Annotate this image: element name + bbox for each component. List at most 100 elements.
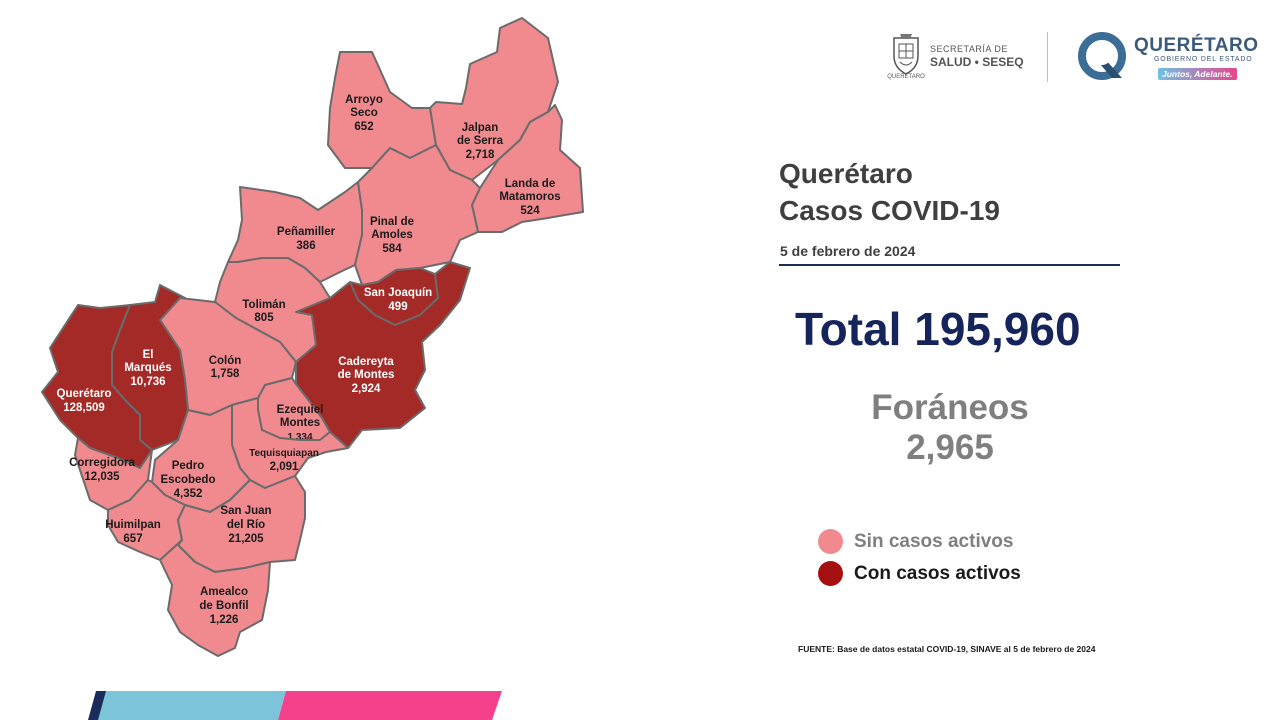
municipality-label: Ezequiel Montes 1,334 bbox=[277, 404, 324, 443]
municipality-label: Querétaro 128,509 bbox=[57, 388, 112, 414]
municipality-label: Landa de Matamoros 524 bbox=[499, 178, 560, 217]
municipality-name: Colón bbox=[209, 355, 242, 367]
municipality-label: Jalpan de Serra 2,718 bbox=[457, 122, 504, 161]
municipality-name: Montes bbox=[280, 417, 320, 429]
municipality-name: San Juan bbox=[220, 505, 271, 517]
municipality-label: Pedro Escobedo 4,352 bbox=[161, 460, 216, 500]
municipality-cases: 10,736 bbox=[130, 376, 165, 388]
qro-subtitle: GOBIERNO DEL ESTADO bbox=[1154, 56, 1253, 63]
seseq-logo: QUERÉTARO SECRETARÍA DE SALUD • SESEQ bbox=[884, 30, 1034, 86]
municipality-cases: 128,509 bbox=[63, 402, 105, 414]
municipality-name: Pinal de bbox=[370, 216, 414, 228]
municipality-cases: 2,924 bbox=[352, 383, 381, 395]
total-cases: Total 195,960 bbox=[795, 303, 1081, 355]
municipality-label: Tequisquiapan 2,091 bbox=[249, 448, 319, 473]
municipality-cases: 1,226 bbox=[210, 614, 239, 626]
municipality-name: Corregidora bbox=[69, 457, 135, 469]
municipality-cases: 21,205 bbox=[228, 533, 264, 545]
region-shape bbox=[327, 51, 437, 169]
region-shape bbox=[354, 144, 481, 286]
municipality-label: San Joaquín 499 bbox=[364, 287, 432, 313]
municipality-name: del Río bbox=[227, 519, 265, 531]
municipality-cases: 652 bbox=[354, 121, 373, 133]
foraneos-value: 2,965 bbox=[906, 428, 994, 467]
foraneos-label: Foráneos bbox=[871, 388, 1029, 427]
region-pedro-escobedo: Pedro Escobedo 4,352 bbox=[151, 404, 251, 513]
municipality-label: Arroyo Seco 652 bbox=[345, 94, 383, 133]
qro-name: QUERÉTARO bbox=[1134, 35, 1259, 56]
municipality-name: Amoles bbox=[371, 229, 413, 241]
seseq-line1: SECRETARÍA DE bbox=[930, 44, 1008, 54]
municipality-label: El Marqués 10,736 bbox=[124, 349, 171, 388]
municipality-name: de Bonfil bbox=[199, 600, 248, 612]
municipality-name: Cadereyta bbox=[338, 356, 394, 368]
municipality-name: Matamoros bbox=[499, 191, 560, 203]
region-pinal-de-amoles: Pinal de Amoles 584 bbox=[354, 144, 481, 286]
region-tequisquiapan: Tequisquiapan 2,091 bbox=[231, 397, 349, 489]
municipality-name: de Montes bbox=[338, 369, 395, 381]
foreign-cases: Foráneos 2,965 bbox=[830, 388, 1070, 468]
municipality-name: Querétaro bbox=[57, 388, 112, 400]
report-date: 5 de febrero de 2024 bbox=[780, 243, 916, 259]
municipality-name: Peñamiller bbox=[277, 226, 336, 238]
queretaro-municipalities-map: Peñamiller 386 Arroyo Seco 652 Jalpan de Ser… bbox=[41, 17, 584, 657]
logo-divider bbox=[1047, 32, 1048, 82]
municipality-name: Marqués bbox=[124, 362, 171, 374]
bottom-decorative-bar bbox=[88, 691, 502, 720]
seal-caption: QUERÉTARO bbox=[887, 74, 925, 80]
source-note: FUENTE: Base de datos estatal COVID-19, … bbox=[798, 644, 1096, 654]
municipality-name: Arroyo bbox=[345, 94, 383, 106]
municipality-label: Colón 1,758 bbox=[209, 355, 242, 380]
municipality-cases: 12,035 bbox=[84, 471, 120, 483]
municipality-label: Amealco de Bonfil 1,226 bbox=[199, 586, 248, 626]
municipality-label: Corregidora 12,035 bbox=[69, 457, 135, 483]
municipality-cases: 805 bbox=[254, 312, 274, 324]
municipality-name: Tolimán bbox=[242, 299, 285, 311]
queretaro-government-logo: QUERÉTARO GOBIERNO DEL ESTADO Juntos, Ad… bbox=[1078, 30, 1258, 88]
seseq-line2: SALUD • SESEQ bbox=[930, 55, 1024, 69]
municipality-label: Huimilpan 657 bbox=[105, 519, 161, 545]
municipality-label: Cadereyta de Montes 2,924 bbox=[338, 356, 395, 395]
legend-label-sin-casos: Sin casos activos bbox=[854, 531, 1014, 552]
municipality-cases: 584 bbox=[382, 243, 402, 255]
region-shape bbox=[159, 539, 271, 657]
region-corregidora: Corregidora 12,035 bbox=[69, 437, 153, 511]
legend-dot-sin-casos bbox=[818, 529, 843, 554]
date-underline bbox=[779, 264, 1120, 266]
legend-label-con-casos: Con casos activos bbox=[854, 563, 1021, 584]
municipality-cases: 1,758 bbox=[211, 368, 240, 380]
municipality-label: Tolimán 805 bbox=[242, 299, 285, 324]
state-seal-icon bbox=[893, 34, 919, 75]
title-line-1: Querétaro bbox=[779, 158, 913, 189]
municipality-name: Tequisquiapan bbox=[249, 448, 319, 459]
municipality-name: San Joaquín bbox=[364, 287, 432, 299]
municipality-cases: 499 bbox=[388, 301, 407, 313]
legend-dot-con-casos bbox=[818, 561, 843, 586]
municipality-cases: 524 bbox=[520, 205, 540, 217]
municipality-cases: 2,718 bbox=[466, 149, 495, 161]
municipality-cases: 4,352 bbox=[174, 488, 203, 500]
municipality-cases: 2,091 bbox=[270, 461, 299, 473]
municipality-cases: 1,334 bbox=[287, 432, 312, 443]
municipality-name: Landa de bbox=[505, 178, 555, 190]
municipality-name: Seco bbox=[350, 107, 378, 119]
municipality-label: San Juan del Río 21,205 bbox=[220, 505, 271, 545]
municipality-name: El bbox=[143, 349, 154, 361]
municipality-cases: 386 bbox=[296, 240, 315, 252]
title-line-2: Casos COVID-19 bbox=[779, 195, 1000, 226]
region-arroyo-seco: Arroyo Seco 652 bbox=[327, 51, 437, 169]
municipality-name: de Serra bbox=[457, 135, 504, 147]
region-san-juan-del-rio: San Juan del Río 21,205 bbox=[177, 475, 306, 573]
page-title: Querétaro Casos COVID-19 bbox=[779, 155, 1000, 229]
municipality-name: Pedro bbox=[172, 460, 205, 472]
municipality-label: Peñamiller 386 bbox=[277, 226, 336, 252]
queretaro-q-icon bbox=[1078, 32, 1126, 80]
qro-tagline: Juntos, Adelante. bbox=[1158, 68, 1237, 80]
municipality-name: Amealco bbox=[200, 586, 248, 598]
municipality-name: Huimilpan bbox=[105, 519, 161, 531]
municipality-label: Pinal de Amoles 584 bbox=[370, 216, 414, 255]
municipality-cases: 657 bbox=[123, 533, 142, 545]
region-penamiller: Peñamiller 386 bbox=[227, 181, 363, 283]
region-amealco-de-bonfil: Amealco de Bonfil 1,226 bbox=[159, 539, 271, 657]
municipality-name: Jalpan bbox=[462, 122, 498, 134]
